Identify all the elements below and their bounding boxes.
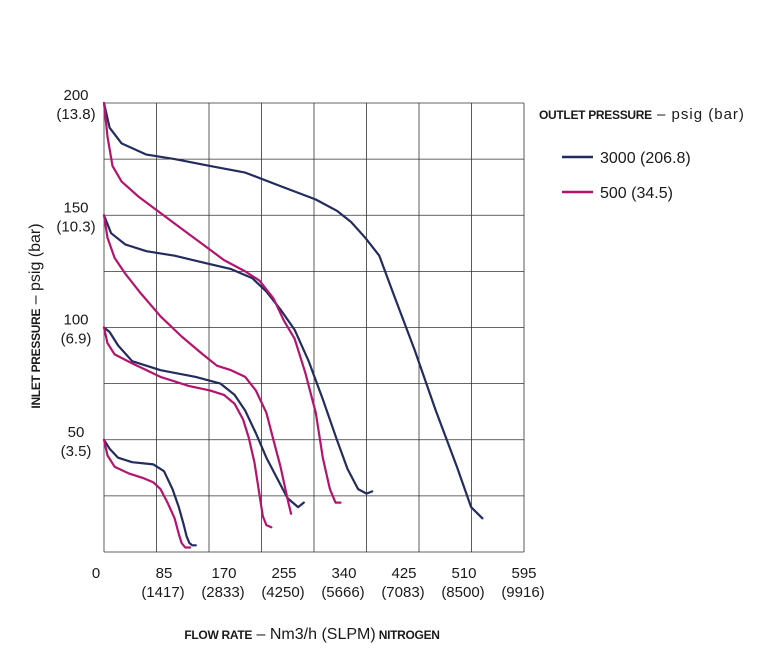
legend: OUTLET PRESSURE – psig (bar) 3000 (206.8…: [539, 106, 745, 202]
series-line: [102, 214, 374, 495]
x-tick-sublabel: (7083): [381, 584, 424, 601]
x-tick-sublabel: (9916): [501, 584, 544, 601]
series-500: [102, 101, 342, 549]
x-tick-label: 255: [271, 565, 296, 582]
x-tick-sublabel: (8500): [441, 584, 484, 601]
series-3000: [102, 101, 484, 547]
series-line: [102, 438, 192, 549]
x-tick-sublabel: (1417): [141, 584, 184, 601]
legend-label-3000: 3000 (206.8): [600, 150, 691, 167]
y-axis-label: INLET PRESSURE – psig (bar): [27, 223, 44, 408]
series-line: [102, 326, 273, 529]
grid: [103, 102, 525, 553]
y-tick-sublabel: (10.3): [56, 218, 95, 235]
y-tick-sublabel: (13.8): [56, 106, 95, 123]
x-tick-sublabel: (5666): [321, 584, 364, 601]
x-axis-label: FLOW RATE – Nm3/h (SLPM) NITROGEN: [184, 626, 439, 643]
y-tick-label: 150: [63, 199, 88, 216]
legend-title: OUTLET PRESSURE – psig (bar): [539, 106, 745, 123]
legend-label-500: 500 (34.5): [600, 185, 673, 202]
tick-labels: 0 85 (1417) 170 (2833) 255 (4250) 340 (5666) 425 (…: [56, 87, 544, 601]
x-tick-label: 0: [92, 565, 100, 582]
x-tick-label: 595: [511, 565, 536, 582]
series-line: [102, 101, 342, 504]
series-line: [102, 101, 484, 520]
y-tick-sublabel: (6.9): [61, 331, 92, 348]
x-tick-label: 85: [156, 565, 173, 582]
x-tick-sublabel: (2833): [201, 584, 244, 601]
y-tick-label: 100: [63, 312, 88, 329]
series-layer: [102, 101, 484, 549]
series-line: [102, 326, 305, 509]
y-tick-sublabel: (3.5): [61, 443, 92, 460]
series-line: [102, 438, 197, 547]
y-tick-label: 200: [63, 87, 88, 104]
x-tick-label: 170: [211, 565, 236, 582]
x-tick-label: 340: [331, 565, 356, 582]
series-line: [102, 214, 293, 515]
y-tick-label: 50: [68, 424, 85, 441]
x-tick-label: 510: [451, 565, 476, 582]
x-tick-sublabel: (4250): [261, 584, 304, 601]
x-tick-label: 425: [391, 565, 416, 582]
